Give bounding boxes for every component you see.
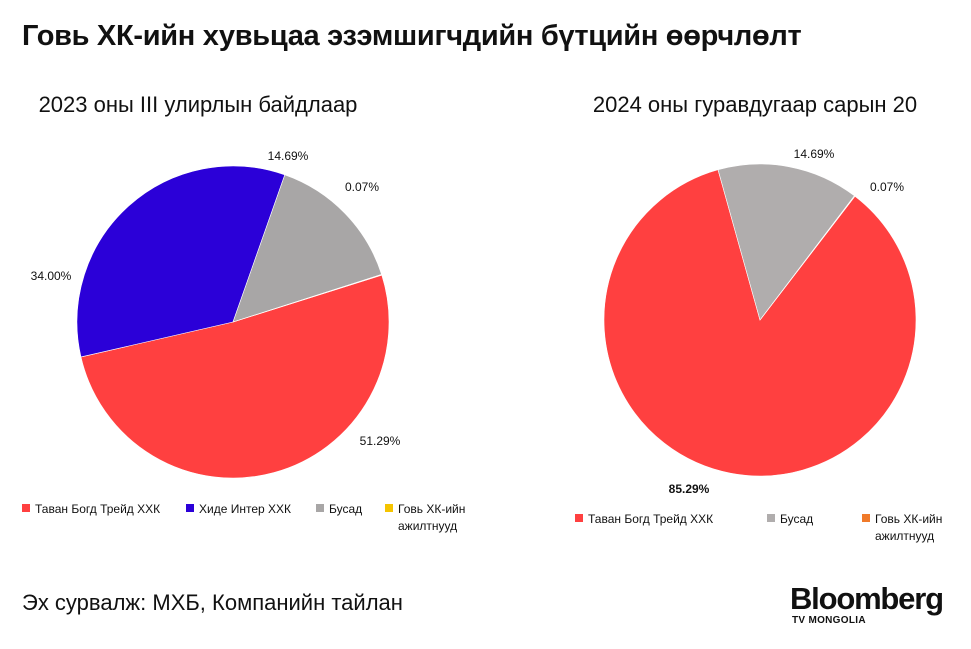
slice-value-label: 34.00% [31, 269, 72, 283]
legend-label: Таван Богд Трейд ХХК [35, 502, 160, 516]
page-title: Говь ХК-ийн хувьцаа эзэмшигчдийн бүтцийн… [22, 20, 802, 52]
pie-slice [80, 274, 390, 479]
legend-label: Хиде Интер ХХК [199, 502, 291, 516]
legend-swatch [862, 514, 870, 522]
logo-wordmark: Bloomberg [790, 581, 944, 616]
legend-swatch [316, 504, 324, 512]
legend-swatch [767, 514, 775, 522]
legend-label: Говь ХК-ийн ажилтнууд [398, 502, 465, 533]
legend-label: Бусад [329, 502, 362, 516]
pie-slice [232, 274, 383, 323]
legend-label: Таван Богд Трейд ХХК [588, 512, 713, 526]
pie-charts: 2023 оны III улирлын байдлаар 51.29% 34.00… [22, 92, 942, 543]
bloomberg-logo: Bloomberg TV MONGOLIA [790, 583, 950, 627]
pie-slice [232, 174, 382, 323]
slice-value-label: 0.07% [870, 180, 904, 194]
slice-value-label: 14.69% [268, 149, 309, 163]
logo-subtitle: TV MONGOLIA [792, 615, 866, 626]
slice-value-label: 14.69% [794, 147, 835, 161]
slice-value-label: 85.29% [669, 482, 710, 496]
legend-swatch [575, 514, 583, 522]
chart-title: 2023 оны III улирлын байдлаар [39, 92, 358, 117]
legend-label: Говь ХК-ийн ажилтнууд [875, 512, 942, 543]
legend-swatch [385, 504, 393, 512]
legend-swatch [22, 504, 30, 512]
pie-slice [717, 163, 855, 321]
chart-title: 2024 оны гуравдугаар сарын 20 [593, 92, 917, 117]
pie-slice [759, 195, 856, 321]
pie-slice [603, 169, 917, 477]
pie-slice [76, 165, 286, 358]
slice-value-label: 51.29% [360, 434, 401, 448]
legend-label: Бусад [780, 512, 813, 526]
legend-swatch [186, 504, 194, 512]
source-note: Эх сурвалж: МХБ, Компанийн тайлан [22, 590, 403, 615]
slice-value-label: 0.07% [345, 180, 379, 194]
